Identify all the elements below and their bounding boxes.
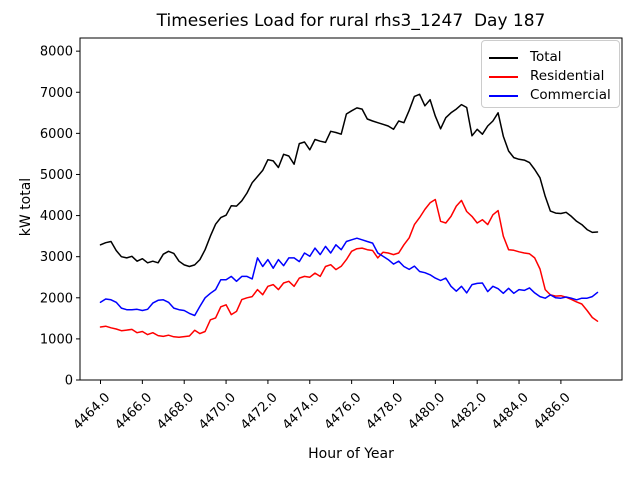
x-tick-label: 4466.0	[112, 390, 155, 433]
axes-spines	[79, 37, 623, 381]
y-tick-label: 5000	[40, 168, 73, 183]
x-tick-label: 4476.0	[322, 390, 365, 433]
legend-line-total	[489, 56, 518, 59]
x-tick-label: 4468.0	[154, 390, 197, 433]
legend-label-total: Total	[530, 49, 562, 65]
x-tick-label: 4470.0	[196, 390, 239, 433]
series-line-total	[99, 93, 599, 268]
legend-item-residential: Residential	[482, 67, 619, 86]
chart-title: Timeseries Load for rural rhs3_1247 Day …	[156, 11, 546, 31]
y-tick-label: 1000	[40, 332, 73, 347]
y-tick-label: 0	[65, 374, 73, 389]
legend-line-commercial	[489, 94, 518, 97]
y-tick-label: 8000	[40, 45, 73, 60]
legend-item-commercial: Commercial	[482, 86, 619, 105]
y-tick-label: 2000	[40, 291, 73, 306]
legend-label-residential: Residential	[530, 68, 605, 84]
legend-item-total: Total	[482, 48, 619, 67]
x-tick-label: 4486.0	[531, 390, 574, 433]
x-tick-label: 4480.0	[405, 390, 448, 433]
y-tick-label: 3000	[40, 250, 73, 265]
y-tick-label: 6000	[40, 127, 73, 142]
legend-label-commercial: Commercial	[530, 87, 611, 103]
series-line-commercial	[99, 237, 599, 317]
x-tick-label: 4482.0	[447, 390, 490, 433]
x-tick-label: 4472.0	[238, 390, 281, 433]
legend-line-residential	[489, 75, 518, 78]
x-tick-label: 4484.0	[489, 390, 532, 433]
x-axis-label: Hour of Year	[308, 446, 394, 462]
series-line-residential	[99, 198, 599, 339]
x-tick-label: 4474.0	[280, 390, 323, 433]
x-tick-label: 4478.0	[364, 390, 407, 433]
x-tick-label: 4464.0	[71, 390, 114, 433]
y-tick-label: 7000	[40, 86, 73, 101]
y-tick-label: 4000	[40, 209, 73, 224]
legend: Total Residential Commercial	[481, 40, 620, 108]
